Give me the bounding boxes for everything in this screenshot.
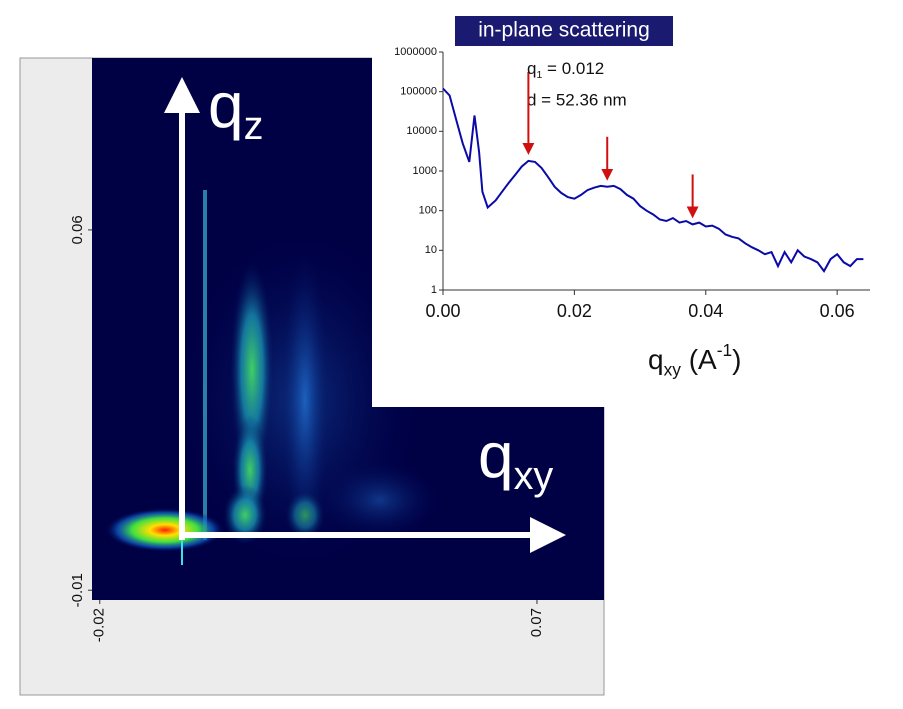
- x-tick-label: -0.02: [91, 608, 108, 642]
- y-tick-label: 0.06: [69, 215, 86, 244]
- annotation-part: = 0.012: [542, 59, 604, 78]
- qxy-label-part: xy: [514, 455, 554, 499]
- x-tick-label: 0.02: [557, 301, 592, 321]
- y-tick-label: 100000: [400, 86, 437, 98]
- qz-label-part: z: [244, 105, 264, 149]
- x-axis-label-part: xy: [664, 359, 682, 379]
- x-axis-label-part: -1: [717, 339, 732, 359]
- qz-label-part: q: [208, 69, 244, 141]
- y-tick-label: 10: [425, 244, 437, 256]
- y-tick-label: 10000: [406, 125, 437, 137]
- annotation-part: 1: [536, 69, 542, 81]
- x-axis-label-part: (A: [681, 344, 717, 375]
- y-tick-label: 1: [431, 284, 437, 296]
- x-tick-label: 0.06: [820, 301, 855, 321]
- annotation: d = 52.36 nm: [527, 90, 627, 109]
- qxy-label: qxy: [478, 419, 553, 499]
- title-box: [455, 16, 673, 46]
- qxy-label-part: q: [478, 419, 514, 491]
- x-tick-label: 0.04: [688, 301, 723, 321]
- y-tick-label: 1000000: [394, 46, 437, 58]
- y-tick-label: 100: [419, 205, 437, 217]
- x-axis-label: qxy (A-1): [648, 339, 741, 379]
- data-line: [442, 87, 864, 273]
- y-tick-label: 1000: [413, 165, 437, 177]
- x-tick-label: 0.00: [425, 301, 460, 321]
- x-tick-label: 0.07: [528, 608, 545, 637]
- x-axis-label-part: ): [732, 344, 741, 375]
- y-tick-label: -0.01: [69, 573, 86, 607]
- annotation-part: q: [527, 59, 536, 78]
- x-axis-label-part: q: [648, 344, 664, 375]
- chart-title: in-plane scattering: [478, 19, 650, 42]
- annotation: q1 = 0.012: [527, 59, 604, 80]
- qz-label: qz: [208, 69, 263, 149]
